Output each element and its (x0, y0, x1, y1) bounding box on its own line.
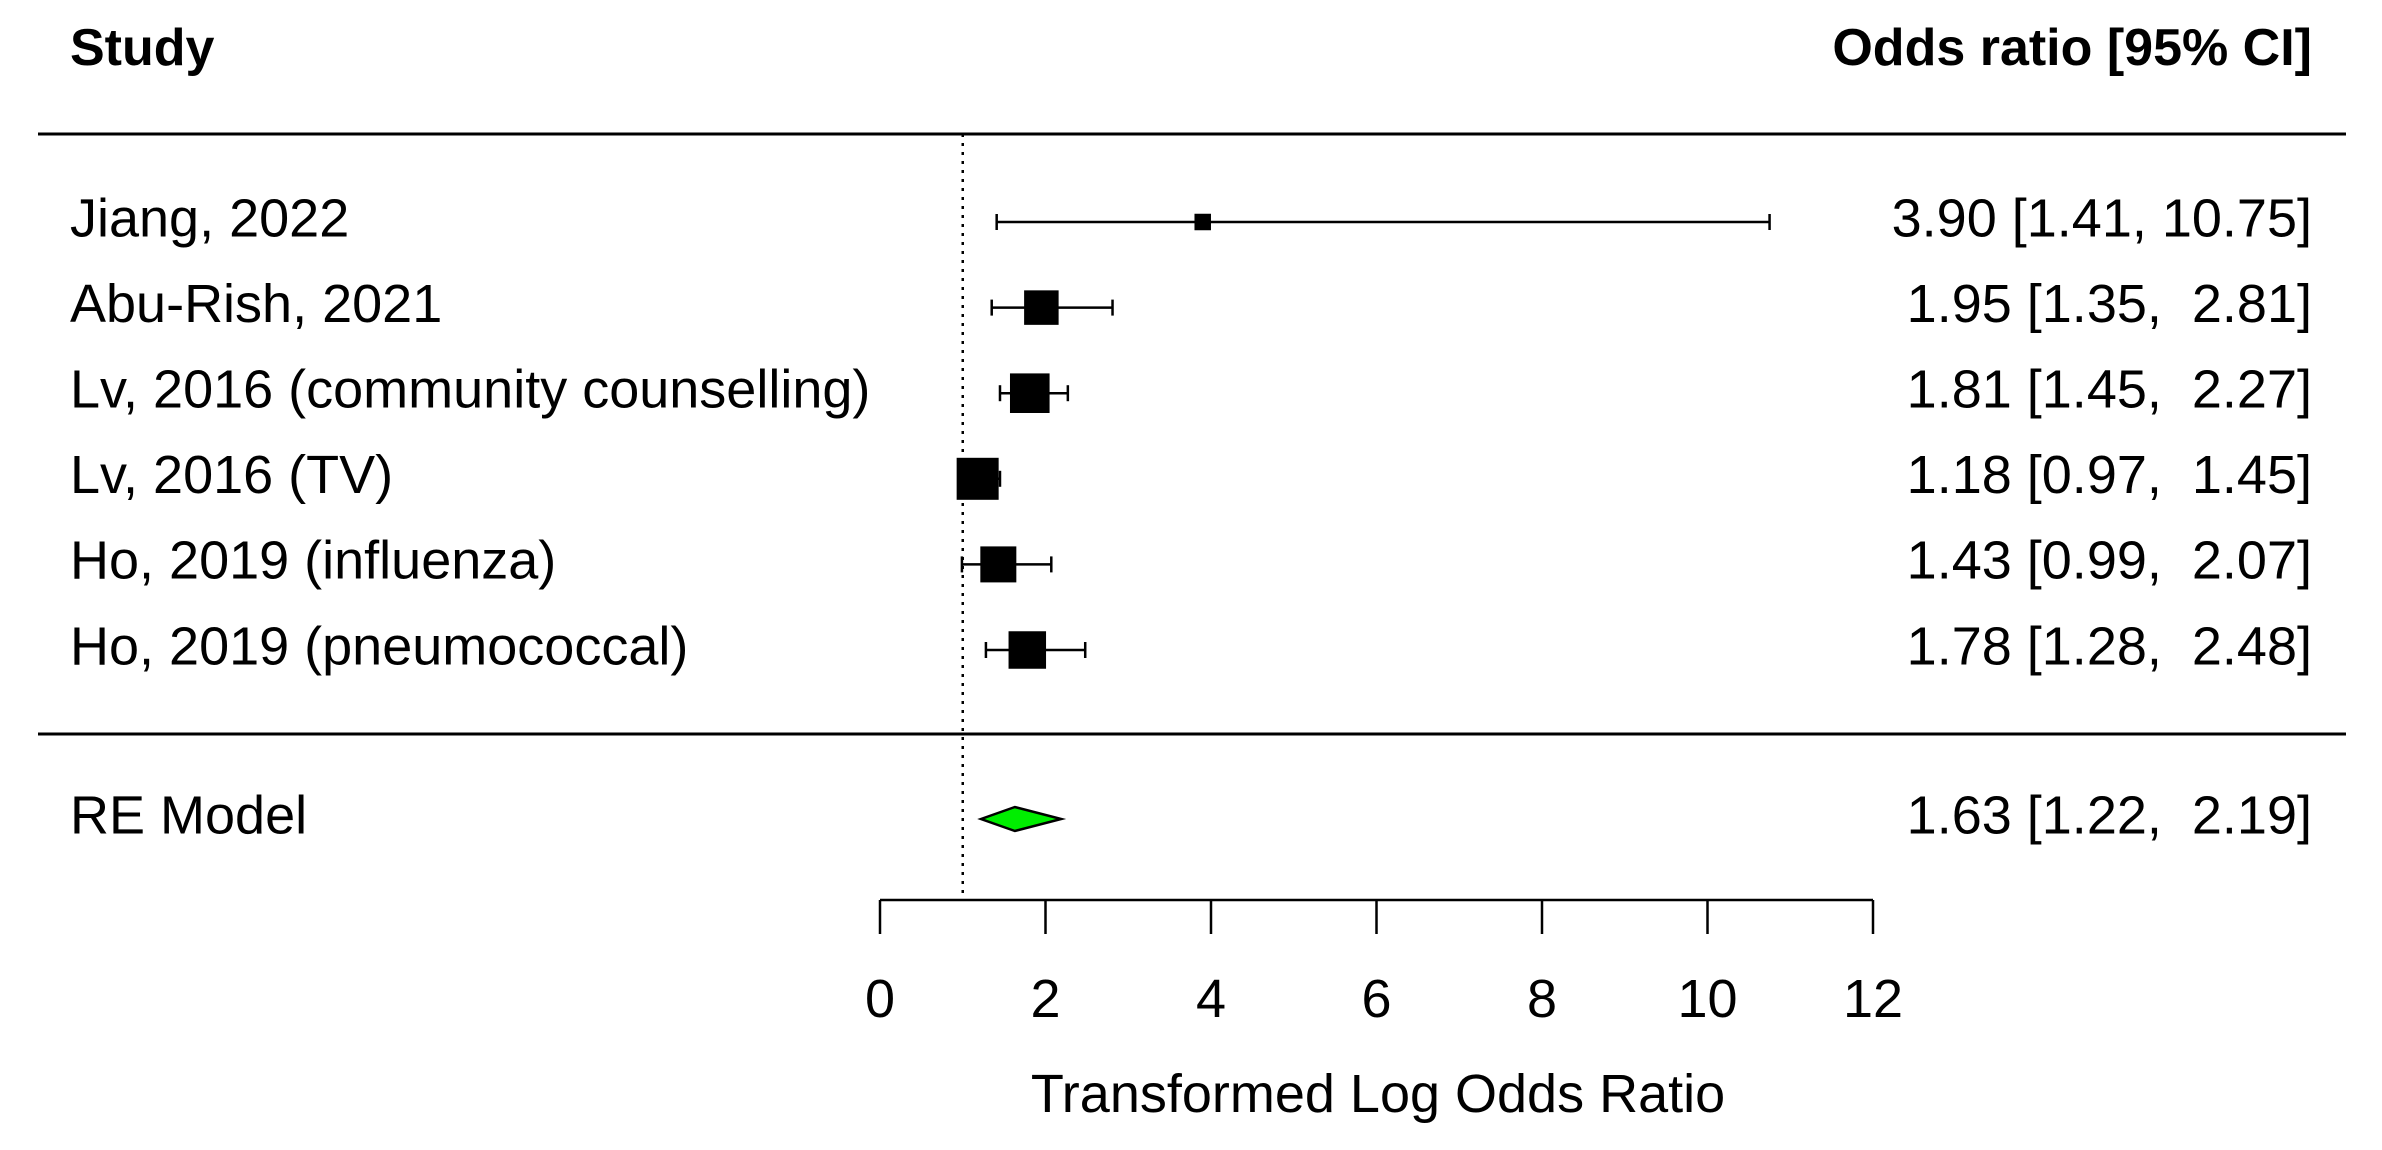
study-ci-text: 1.81 [1.45, 2.27] (1907, 359, 2312, 419)
point-estimate (1024, 290, 1059, 325)
point-estimate (956, 457, 999, 500)
study-ci-text: 1.43 [0.99, 2.07] (1907, 531, 2312, 591)
summary-ci-text: 1.63 [1.22, 2.19] (1907, 785, 2312, 845)
study-label: Jiang, 2022 (70, 188, 349, 248)
x-axis-label: Transformed Log Odds Ratio (1031, 1064, 1725, 1124)
study-ci-text: 1.18 [0.97, 1.45] (1907, 445, 2312, 505)
summary-label: RE Model (70, 785, 307, 845)
x-tick-label: 0 (865, 969, 895, 1029)
study-label: Ho, 2019 (pneumococcal) (70, 616, 688, 676)
study-label: Ho, 2019 (influenza) (70, 531, 556, 591)
study-ci-text: 3.90 [1.41, 10.75] (1892, 188, 2312, 248)
x-tick-label: 12 (1843, 969, 1903, 1029)
header-study: Study (70, 19, 215, 77)
study-label: Lv, 2016 (community counselling) (70, 359, 870, 419)
point-estimate (1194, 213, 1211, 231)
point-estimate (1009, 373, 1050, 413)
x-tick-label: 2 (1030, 969, 1060, 1029)
study-ci-text: 1.78 [1.28, 2.48] (1907, 616, 2312, 676)
x-tick-label: 8 (1527, 969, 1557, 1029)
point-estimate (980, 546, 1017, 583)
x-tick-label: 6 (1361, 969, 1391, 1029)
x-tick-label: 4 (1196, 969, 1226, 1029)
x-tick-label: 10 (1677, 969, 1737, 1029)
study-ci-text: 1.95 [1.35, 2.81] (1907, 274, 2312, 334)
study-label: Abu-Rish, 2021 (70, 274, 442, 334)
summary-diamond (977, 805, 1067, 833)
study-label: Lv, 2016 (TV) (70, 445, 393, 505)
header-odds-ratio: Odds ratio [95% CI] (1832, 19, 2312, 77)
point-estimate (1008, 631, 1047, 669)
